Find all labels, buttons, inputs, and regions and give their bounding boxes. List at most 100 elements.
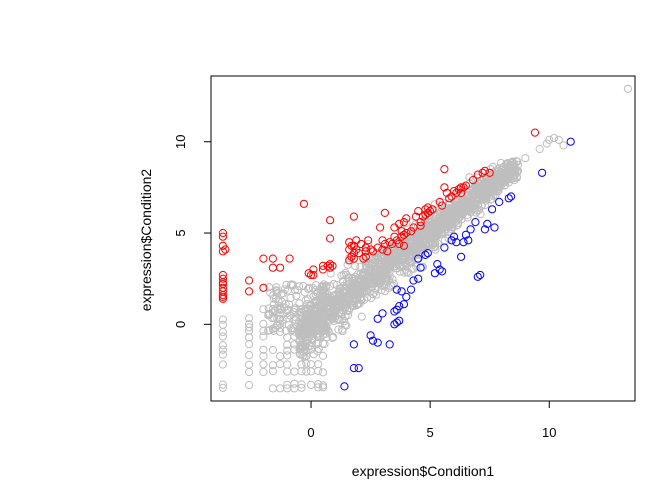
y-tick-label: 10 [173,134,188,148]
background-point [425,230,434,239]
up-point [383,247,392,256]
up-point [304,269,313,278]
background-point [535,144,544,154]
background-point [302,332,311,342]
background-point [337,302,346,311]
background-point [424,222,433,231]
background-point [353,270,362,279]
down-point [402,292,411,301]
up-point [357,239,366,249]
background-point [245,314,254,323]
background-point [338,277,347,286]
background-point [438,225,447,234]
background-point [380,282,389,291]
down-point [349,364,358,373]
background-point [469,198,478,207]
up-point [349,254,358,263]
background-point [343,293,352,303]
background-point [326,303,335,312]
background-point [306,380,316,389]
background-point [393,260,402,269]
background-point [318,351,328,360]
up-point [390,223,399,232]
background-point [245,381,254,390]
up-point [457,183,466,192]
background-point [245,323,254,332]
background-point [475,195,484,204]
up-point [376,223,385,232]
background-point [390,252,399,261]
background-point [283,360,292,369]
background-point [432,217,441,226]
background-point [443,215,452,224]
background-point [245,351,254,360]
background-point [295,310,304,319]
background-point [291,316,300,325]
down-point [354,364,363,373]
background-point [509,166,518,175]
background-point [309,325,318,335]
background-point [274,301,283,310]
background-point [245,368,254,377]
background-point [351,280,360,289]
background-point [292,291,301,300]
up-point [395,219,404,228]
background-point [218,380,227,389]
background-point [365,271,374,280]
background-point [266,288,275,297]
background-points [218,84,633,393]
background-point [500,173,509,182]
up-point [426,207,435,216]
background-point [298,319,307,328]
down-point [435,265,444,274]
up-point [218,294,227,303]
background-point [342,321,351,330]
background-point [276,384,285,393]
up-point [309,265,318,274]
background-point [521,154,530,163]
background-point [623,84,633,93]
background-point [431,245,440,254]
down-point [466,225,475,234]
up-point [473,170,482,179]
background-point [416,234,425,243]
background-point [269,294,278,303]
down-point [392,318,401,327]
background-point [297,383,306,392]
background-point [484,186,493,195]
down-point [423,249,432,258]
background-point [500,175,510,185]
up-point [468,176,478,185]
down-point [395,316,404,325]
up-point [457,188,466,197]
background-point [386,281,395,290]
down-point [395,302,404,311]
background-point [317,282,326,291]
background-point [457,192,466,202]
background-point [342,270,351,279]
up-point [373,243,382,252]
background-point [259,332,268,341]
down-point [385,340,394,349]
background-point [382,267,391,276]
background-point [326,269,335,278]
background-point [300,341,309,350]
background-point [268,345,277,355]
background-point [318,327,328,336]
up-point [399,241,408,250]
background-point [314,305,323,314]
background-point [283,367,292,376]
up-point [285,254,294,263]
background-point [418,244,427,253]
background-point [259,360,268,369]
background-point [318,368,328,377]
background-point [321,310,330,319]
up-point [445,194,454,203]
up-point [361,243,370,252]
up-point [349,212,358,221]
down-point [433,260,442,269]
y-tick-label: 0 [173,321,188,328]
background-point [306,367,316,376]
background-point [349,290,358,299]
